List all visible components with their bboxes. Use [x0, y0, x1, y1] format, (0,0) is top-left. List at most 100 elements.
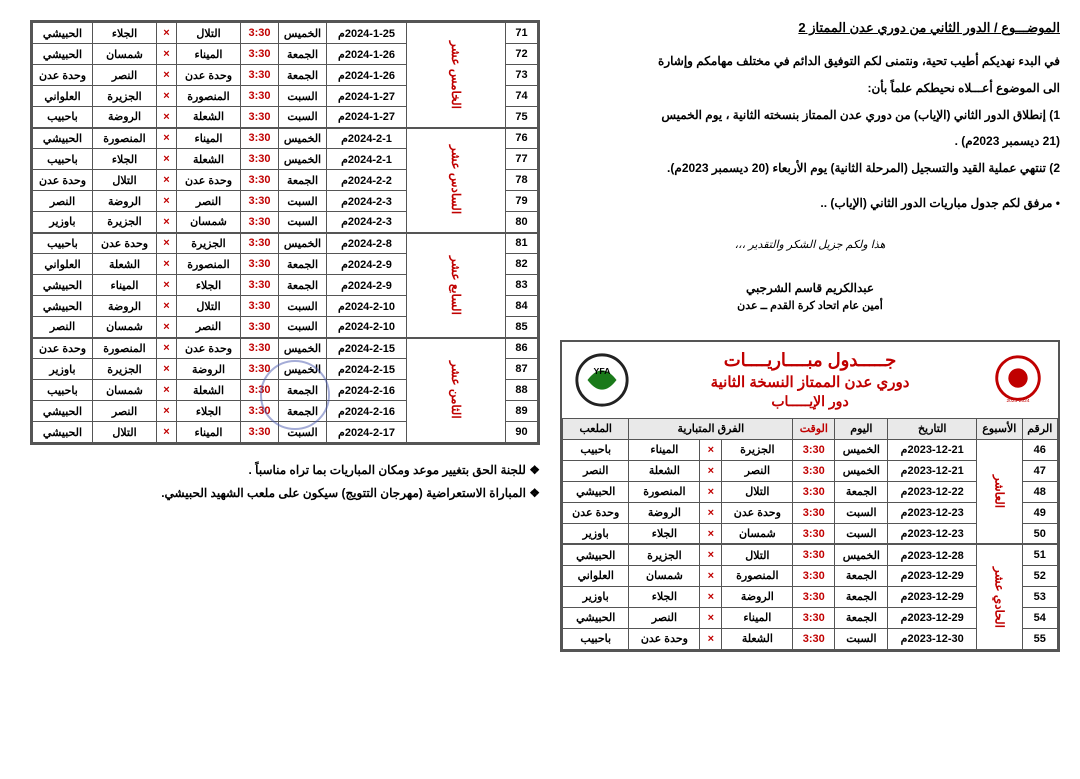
intro-line: 2) تنتهي عملية القيد والتسجيل (المرحلة ا… — [560, 157, 1060, 180]
cell: الجلاء — [177, 401, 241, 422]
cell: 2024-1-27م — [327, 86, 407, 107]
cell: التلال — [93, 170, 157, 191]
cell: × — [700, 502, 722, 523]
cell: × — [157, 65, 177, 86]
cell: × — [157, 170, 177, 191]
cell: الجلاء — [629, 523, 700, 544]
cell: وحدة عدن — [722, 502, 793, 523]
cell: الجمعة — [279, 275, 327, 296]
header-title-2: دوري عدن الممتاز النسخة الثانية — [711, 373, 910, 391]
cell: × — [157, 338, 177, 359]
table-row: 81السابع عشر2024-2-8مالخميس3:30الجزيرة×و… — [33, 233, 538, 254]
cell: 79 — [506, 191, 538, 212]
cell: 2024-2-1م — [327, 128, 407, 149]
cell: × — [157, 296, 177, 317]
cell: × — [700, 586, 722, 607]
cell: × — [157, 44, 177, 65]
intro-line: (21 ديسمبر 2023م) . — [560, 130, 1060, 153]
schedule-table-right: الرقم الأسبوع التاريخ اليوم الوقت الفرق … — [562, 418, 1058, 650]
cell: الحبيشي — [563, 481, 629, 502]
cell: 47 — [1022, 460, 1057, 481]
col-venue-header: الملعب — [563, 418, 629, 439]
col-time-header: الوقت — [793, 418, 835, 439]
yfa-logo-icon: YFA — [572, 350, 632, 410]
cell: 3:30 — [241, 23, 279, 44]
cell: الشعلة — [629, 460, 700, 481]
cell: وحدة عدن — [93, 233, 157, 254]
cell: وحدة عدن — [177, 338, 241, 359]
cell: الجمعة — [279, 65, 327, 86]
svg-text:YFA: YFA — [594, 366, 612, 376]
cell: × — [157, 23, 177, 44]
cell: الخميس — [279, 23, 327, 44]
cell: التلال — [722, 481, 793, 502]
cell: 77 — [506, 149, 538, 170]
cell: الميناء — [177, 44, 241, 65]
cell: الحبيشي — [33, 422, 93, 443]
cell: 2024-2-1م — [327, 149, 407, 170]
cell: 73 — [506, 65, 538, 86]
cell: السبت — [279, 107, 327, 128]
cell: الروضة — [722, 586, 793, 607]
cell: × — [700, 481, 722, 502]
cell: الجمعة — [835, 607, 888, 628]
cell: × — [157, 317, 177, 338]
cell: الشعلة — [177, 380, 241, 401]
cell: الحبيشي — [563, 544, 629, 565]
cell: الميناء — [722, 607, 793, 628]
cell: 3:30 — [793, 544, 835, 565]
cell: الروضة — [629, 502, 700, 523]
cell: 2024-2-10م — [327, 296, 407, 317]
cell: 52 — [1022, 565, 1057, 586]
week-label: الخامس عشر — [407, 23, 506, 128]
cell: 3:30 — [241, 149, 279, 170]
cell: الحبيشي — [563, 607, 629, 628]
cell: 72 — [506, 44, 538, 65]
cell: الشعلة — [93, 254, 157, 275]
cell: العلواني — [563, 565, 629, 586]
cell: الخميس — [279, 128, 327, 149]
cell: المنصورة — [93, 338, 157, 359]
cell: × — [700, 460, 722, 481]
cell: 3:30 — [793, 565, 835, 586]
intro-line: في البدء نهديكم أطيب تحية، ونتمنى لكم ال… — [560, 50, 1060, 73]
cell: 2024-1-27م — [327, 107, 407, 128]
cell: وحدة عدن — [33, 65, 93, 86]
cell: × — [700, 607, 722, 628]
cell: 2024-2-16م — [327, 380, 407, 401]
cell: × — [157, 107, 177, 128]
cell: الجزيرة — [722, 439, 793, 460]
cell: الجلاء — [93, 149, 157, 170]
week-label: العاشر — [977, 439, 1023, 544]
cell: 78 — [506, 170, 538, 191]
cell: × — [157, 422, 177, 443]
cell: 84 — [506, 296, 538, 317]
intro-line: الى الموضوع أعـــلاه نحيطكم علماً بأن: — [560, 77, 1060, 100]
cell: 3:30 — [241, 296, 279, 317]
cell: × — [157, 86, 177, 107]
cell: باوزير — [563, 586, 629, 607]
cell: 2023-12-21م — [888, 460, 977, 481]
cell: الميناء — [93, 275, 157, 296]
cell: الجلاء — [177, 275, 241, 296]
letter-body: في البدء نهديكم أطيب تحية، ونتمنى لكم ال… — [560, 50, 1060, 184]
cell: 2024-2-3م — [327, 212, 407, 233]
cell: 71 — [506, 23, 538, 44]
cell: وحدة عدن — [177, 170, 241, 191]
cell: 2024-2-17م — [327, 422, 407, 443]
cell: 2023-12-29م — [888, 586, 977, 607]
cell: النصر — [177, 191, 241, 212]
cell: شمسان — [93, 380, 157, 401]
cell: 2024-1-26م — [327, 65, 407, 86]
cell: × — [700, 523, 722, 544]
cell: 90 — [506, 422, 538, 443]
cell: وحدة عدن — [563, 502, 629, 523]
cell: × — [700, 544, 722, 565]
col-teams-header: الفرق المتبارية — [629, 418, 793, 439]
cell: الشعلة — [722, 628, 793, 649]
cell: 2024-2-16م — [327, 401, 407, 422]
cell: النصر — [177, 317, 241, 338]
cell: 3:30 — [793, 628, 835, 649]
cell: الشعلة — [177, 107, 241, 128]
thanks-line: هذا ولكم جزيل الشكر والتقدير ،،، — [560, 238, 1060, 251]
